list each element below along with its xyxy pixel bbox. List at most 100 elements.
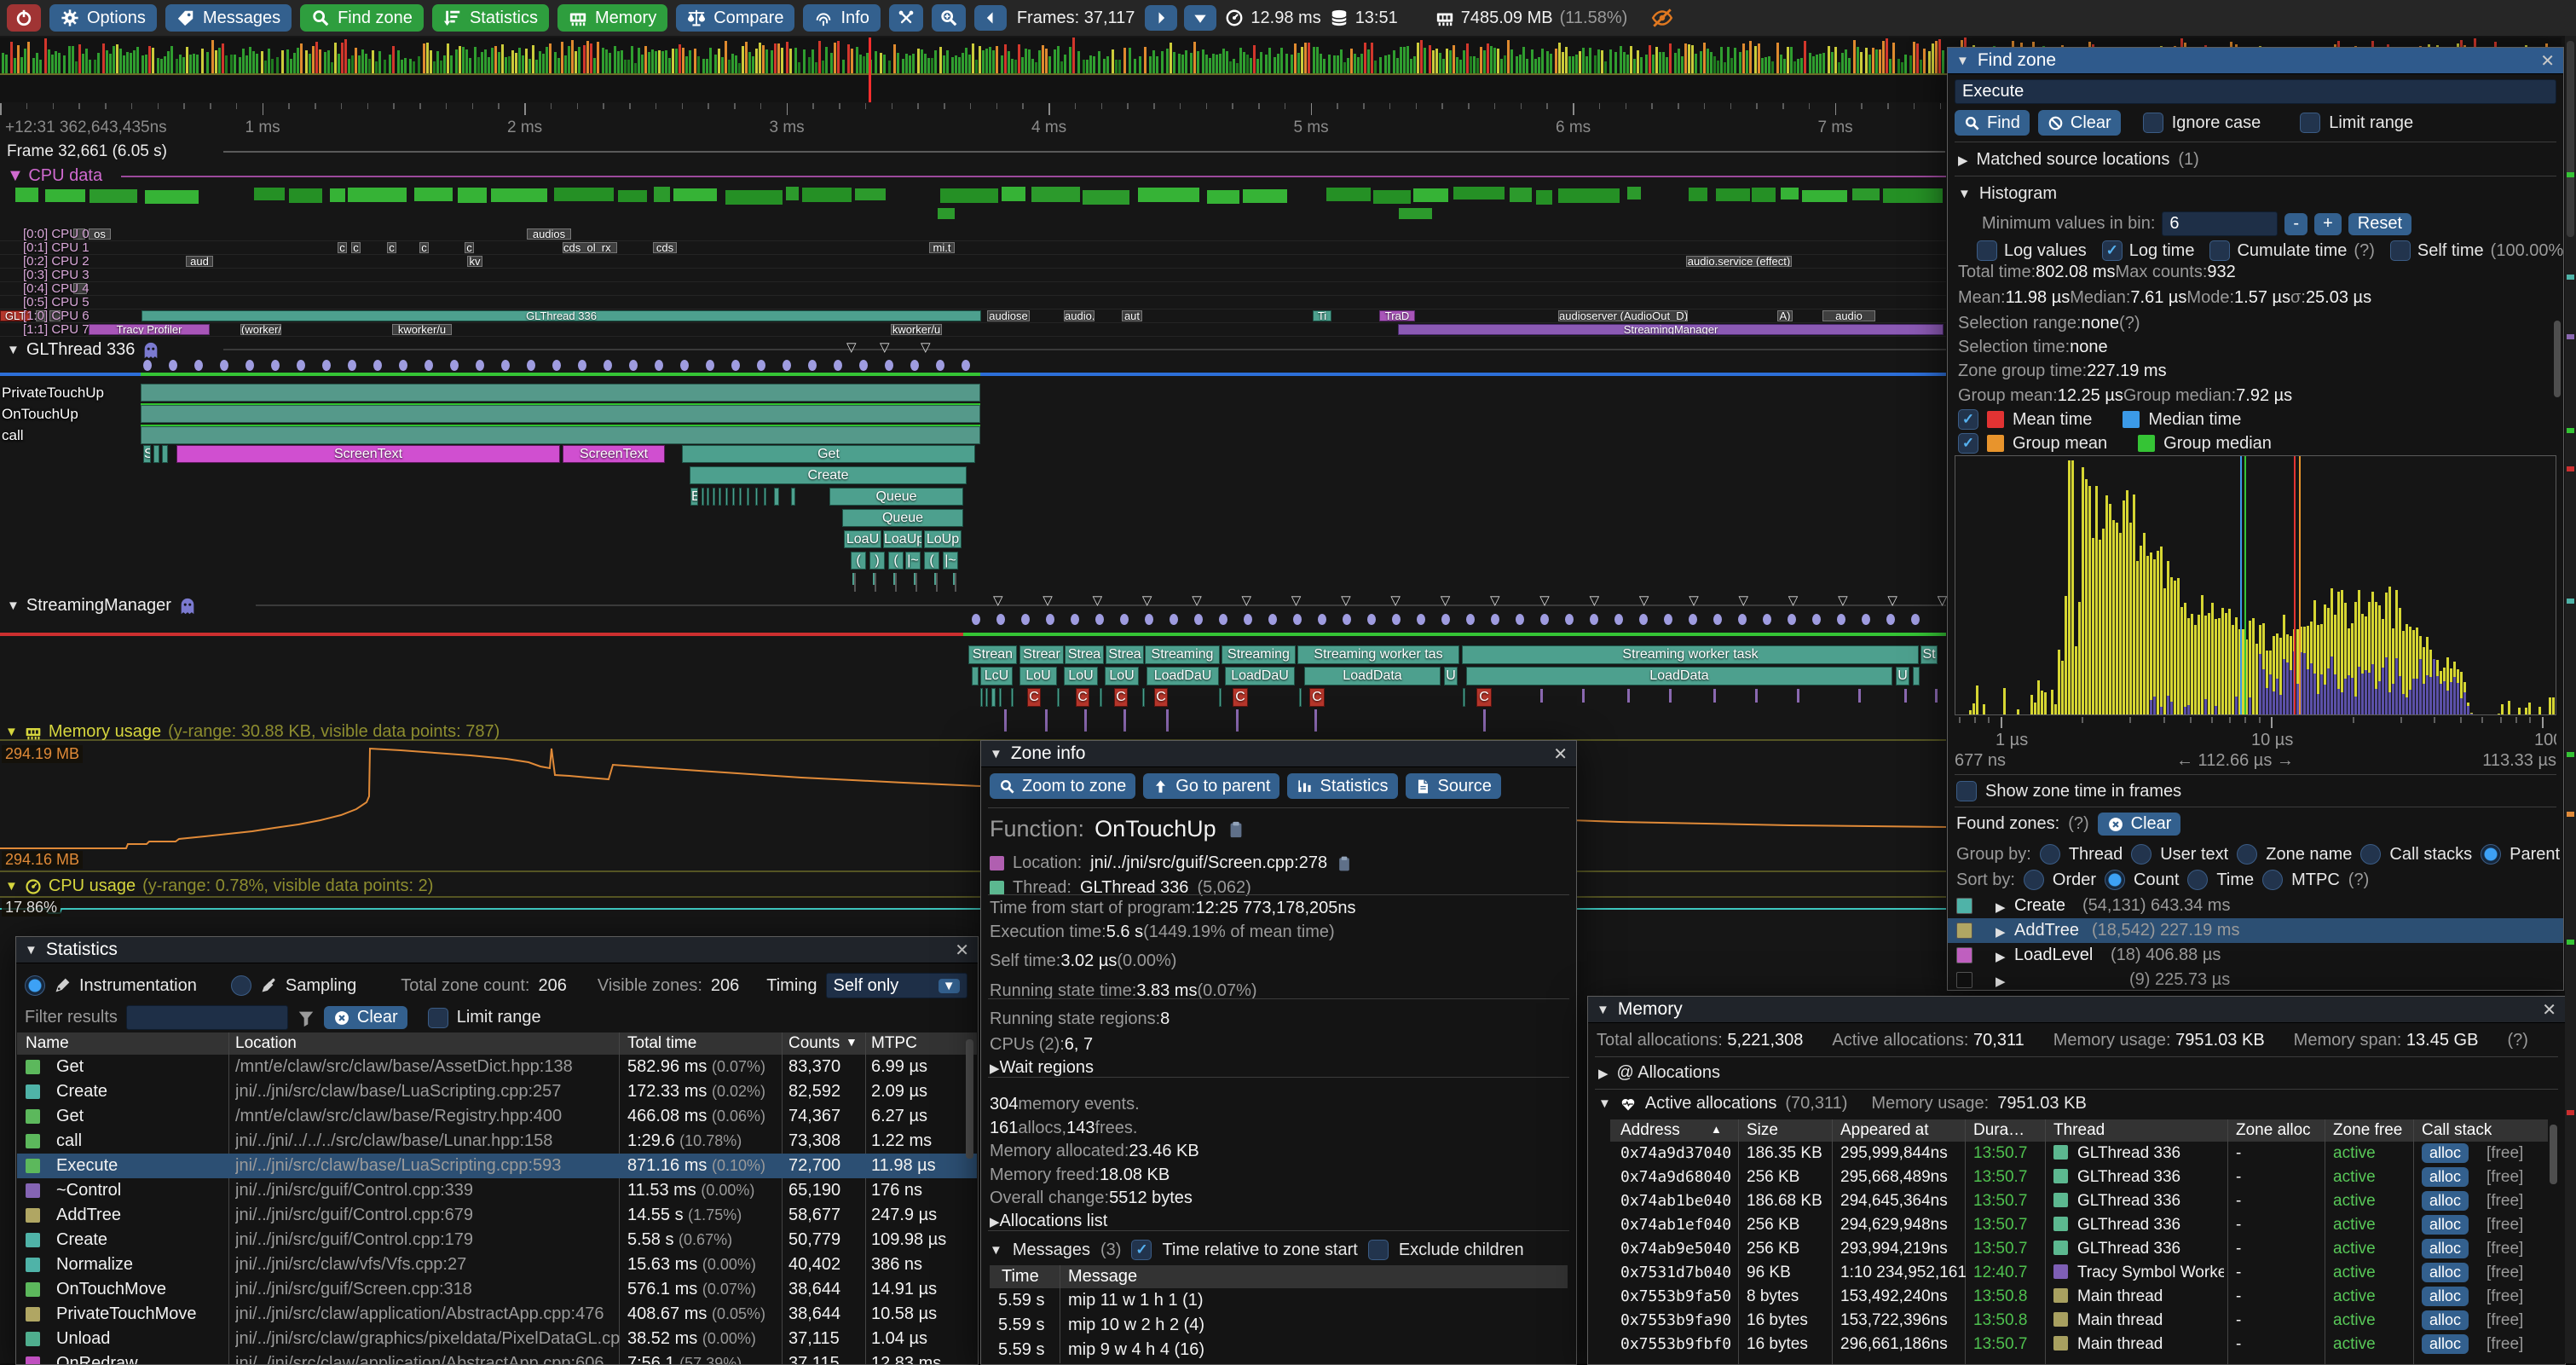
cpu-zone[interactable]: c	[465, 242, 474, 253]
table-row[interactable]: Get/mnt/e/claw/src/claw/base/AssetDict.h…	[17, 1055, 977, 1079]
zone[interactable]	[985, 688, 988, 707]
timing-dropdown[interactable]: Self only ▼	[825, 973, 967, 998]
collapse-icon[interactable]: ▼	[990, 746, 1002, 761]
cpu-zone[interactable]: mi.t	[929, 242, 955, 253]
zone[interactable]	[1011, 688, 1014, 707]
zone[interactable]	[791, 488, 795, 506]
zoom-to-zone-button[interactable]: Zoom to zone	[990, 773, 1136, 799]
find-button[interactable]: Find	[1955, 110, 2030, 136]
zone[interactable]	[999, 688, 1002, 707]
cpu-zone[interactable]: Tracy Profiler	[89, 324, 210, 335]
cpu-zone[interactable]: c	[338, 242, 347, 253]
cumulate-time-checkbox[interactable]	[2209, 240, 2231, 261]
alloc-callstack-button[interactable]: alloc	[2422, 1334, 2469, 1354]
frame-dropdown-button[interactable]	[1184, 5, 1217, 31]
alloc-callstack-button[interactable]: alloc	[2422, 1143, 2469, 1163]
statistics-titlebar[interactable]: ▼ Statistics ✕	[16, 937, 978, 963]
zone[interactable]: ScreenText	[563, 445, 665, 463]
cpu-zone[interactable]	[73, 228, 85, 240]
allocation-row[interactable]: 0x74a9d37040 186.35 KB 295,999,844ns 13:…	[1620, 1143, 2524, 1163]
alloc-callstack-button[interactable]: alloc	[2422, 1215, 2469, 1235]
exclude-children-checkbox[interactable]	[1367, 1240, 1389, 1260]
zone[interactable]: LcU	[980, 667, 1013, 685]
zone[interactable]: Streaming	[1145, 645, 1220, 664]
go-to-parent-button[interactable]: Go to parent	[1143, 773, 1280, 799]
table-row[interactable]: Execute jni/../jni/src/claw/base/LuaScrip…	[17, 1154, 977, 1178]
active-allocations-row[interactable]: ▼ Active allocations (70,311) Memory usa…	[1598, 1094, 2087, 1113]
find-zone-button[interactable]: Find zone	[300, 4, 424, 32]
legend-checkbox[interactable]: ✓	[1958, 433, 1978, 454]
collapse-icon[interactable]: ▼	[990, 1242, 1002, 1258]
memory-titlebar[interactable]: ▼ Memory ✕	[1588, 997, 2565, 1023]
zone[interactable]: LoadData	[1466, 667, 1892, 685]
column-header[interactable]: Location	[235, 1034, 297, 1052]
zone[interactable]: LoU	[1105, 667, 1139, 685]
log-values-checkbox[interactable]	[1977, 240, 1997, 261]
power-button[interactable]	[7, 4, 41, 32]
allocation-row[interactable]: 0x74ab1be040 186.68 KB 294,645,364ns 13:…	[1620, 1191, 2524, 1211]
cpu-zone[interactable]: kworker/u	[392, 324, 452, 335]
cpu-zone[interactable]: Ti	[1313, 310, 1331, 321]
histogram-section-header[interactable]: ▼ Histogram	[1958, 184, 2057, 203]
zone[interactable]: Streaming	[1222, 645, 1296, 664]
table-row[interactable]: AddTree jni/../jni/src/guif/Control.cpp:6…	[17, 1203, 977, 1228]
collapse-icon[interactable]: ▼	[1956, 53, 1969, 68]
find-zone-search-input[interactable]: Execute	[1955, 79, 2556, 104]
radio-count[interactable]	[2105, 870, 2126, 890]
column-header[interactable]: Zone free	[2333, 1121, 2403, 1139]
plus-button[interactable]: +	[2314, 212, 2342, 235]
show-zone-time-checkbox[interactable]	[1956, 781, 1977, 801]
glthread-header[interactable]: ▼ GLThread 336	[7, 340, 160, 360]
clear-found-button[interactable]: Clear	[2097, 813, 2181, 836]
zone[interactable]: C	[1476, 688, 1492, 707]
column-header[interactable]: Address	[1620, 1121, 1680, 1139]
cpu-zone[interactable]: aud	[186, 256, 213, 267]
options-button[interactable]: Options	[49, 4, 157, 32]
column-header[interactable]: Appeared at	[1840, 1121, 1929, 1139]
table-row[interactable]: call jni/../jni/../../../src/claw/base/Lu…	[17, 1129, 977, 1154]
zone[interactable]: LoaUp	[883, 530, 922, 548]
scrollbar-thumb[interactable]	[966, 1039, 973, 1159]
alloc-callstack-button[interactable]: alloc	[2422, 1263, 2469, 1282]
zone[interactable]: S	[143, 445, 151, 463]
memory-plot-header[interactable]: ▼ Memory usage (y-range: 30.88 KB, visible…	[5, 722, 500, 741]
min-bin-input[interactable]: 6	[2162, 211, 2279, 236]
zone[interactable]: St	[1920, 645, 1938, 664]
zone[interactable]: Queue	[829, 488, 963, 506]
info-button[interactable]: Info	[803, 4, 881, 32]
find-zone-titlebar[interactable]: ▼ Find zone ✕	[1948, 48, 2563, 74]
next-frame-button[interactable]	[1145, 5, 1178, 31]
clipboard-icon[interactable]	[1336, 855, 1353, 872]
column-header[interactable]: Name	[26, 1034, 69, 1052]
radio-thread[interactable]	[2039, 844, 2060, 865]
close-icon[interactable]: ✕	[2542, 1000, 2556, 1020]
radio-call-stacks[interactable]	[2360, 844, 2382, 865]
zone[interactable]: ScreenText	[176, 445, 560, 463]
zone[interactable]: Strea	[1065, 645, 1104, 664]
column-header[interactable]: Size	[1747, 1121, 1778, 1139]
cpu-zone[interactable]: kv	[467, 256, 482, 267]
column-header[interactable]: Counts	[788, 1034, 840, 1052]
zone-thread[interactable]: GLThread 336	[1079, 878, 1189, 897]
table-row[interactable]: PrivateTouchMove jni/../jni/src/claw/appl…	[17, 1302, 977, 1327]
cpu-zone[interactable]: (worker/)	[240, 324, 281, 335]
radio-parent[interactable]	[2481, 844, 2502, 865]
zone[interactable]	[162, 445, 168, 463]
zone[interactable]: |~	[943, 552, 958, 570]
zone[interactable]: E	[690, 488, 698, 506]
zone[interactable]	[713, 488, 715, 506]
zone[interactable]	[141, 405, 980, 423]
allocation-row[interactable]: 0x74a9d68040 256 KB 295,668,489ns 13:50.…	[1620, 1167, 2524, 1187]
cpu-zone[interactable]: audioserver (AudioOut_D)	[1558, 310, 1688, 321]
zone[interactable]: U	[1896, 667, 1909, 685]
zone[interactable]	[707, 488, 709, 506]
messages-button[interactable]: Messages	[165, 4, 292, 32]
limit-range-checkbox[interactable]	[2300, 113, 2321, 133]
zone[interactable]: |~	[905, 552, 921, 570]
zone[interactable]	[1463, 688, 1465, 707]
zone[interactable]	[732, 488, 735, 506]
table-row[interactable]: Create jni/../jni/src/guif/Control.cpp:17…	[17, 1228, 977, 1252]
time-relative-checkbox[interactable]: ✓	[1131, 1240, 1152, 1260]
found-zone-row[interactable]: ▶ AddTree (18,542) 227.19 ms	[1948, 918, 2563, 943]
cpu-zone[interactable]: aut	[1122, 310, 1142, 321]
